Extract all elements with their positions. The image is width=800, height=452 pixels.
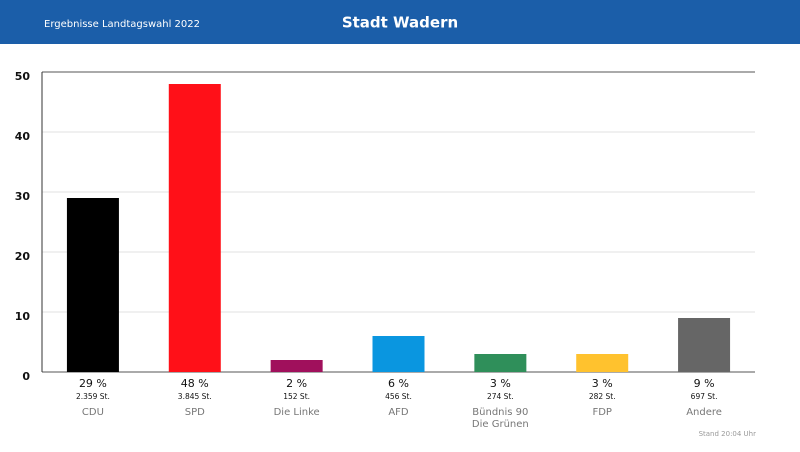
value-label: 9 % [694, 377, 715, 390]
x-tick-label: AFD [388, 407, 409, 418]
x-tick-label: Bündnis 90 Die Grünen [471, 407, 529, 430]
x-tick-label: SPD [184, 407, 205, 418]
y-tick-label: 20 [15, 250, 31, 263]
chart-title: Stadt Wadern [342, 14, 458, 32]
x-tick-label: CDU [81, 407, 104, 418]
vote-label: 697 St. [691, 392, 718, 401]
value-label: 29 % [79, 377, 107, 390]
y-tick-label: 10 [15, 310, 31, 323]
footnote: Stand 20:04 Uhr [699, 430, 757, 438]
bar [576, 354, 629, 372]
bar [474, 354, 527, 372]
value-label: 48 % [181, 377, 209, 390]
header-bar [0, 0, 800, 44]
y-tick-label: 0 [22, 370, 30, 383]
bar [66, 198, 119, 372]
value-label: 6 % [388, 377, 409, 390]
vote-label: 3.845 St. [178, 392, 212, 401]
y-tick-label: 30 [15, 190, 31, 203]
value-label: 3 % [592, 377, 613, 390]
vote-label: 282 St. [589, 392, 616, 401]
bar [270, 360, 323, 372]
x-tick-label: Die Linke [273, 407, 320, 418]
vote-label: 274 St. [487, 392, 514, 401]
vote-label: 2.359 St. [76, 392, 110, 401]
vote-label: 152 St. [283, 392, 310, 401]
y-tick-label: 40 [15, 130, 31, 143]
bar [168, 84, 221, 372]
value-label: 2 % [286, 377, 307, 390]
vote-label: 456 St. [385, 392, 412, 401]
x-tick-label: Andere [686, 407, 722, 418]
value-label: 3 % [490, 377, 511, 390]
bar [678, 318, 731, 372]
subtitle: Ergebnisse Landtagswahl 2022 [44, 19, 200, 30]
x-tick-label: FDP [592, 407, 612, 418]
bar [372, 336, 425, 372]
y-tick-label: 50 [15, 70, 31, 83]
